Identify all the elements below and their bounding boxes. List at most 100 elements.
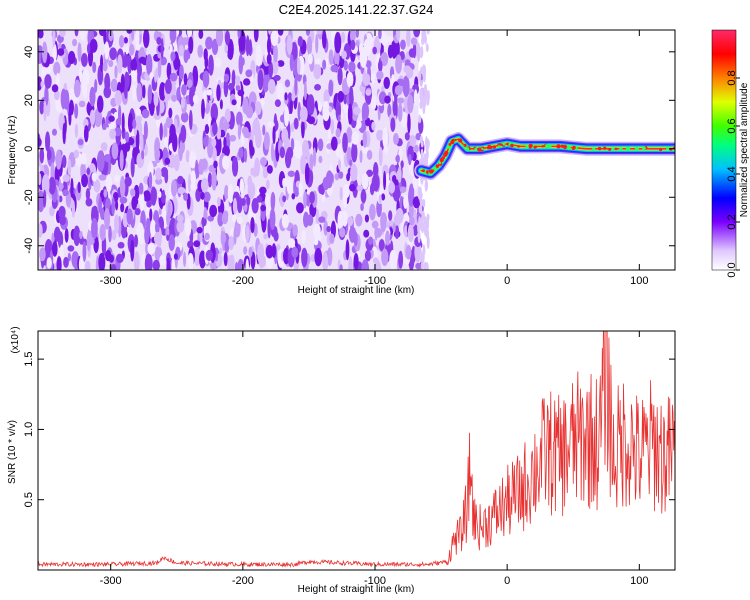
- noise-blob: [330, 64, 339, 73]
- noise-blob: [392, 39, 400, 58]
- noise-blob: [413, 89, 418, 107]
- noise-blob: [105, 249, 112, 262]
- noise-blob: [167, 201, 172, 219]
- chart-title: C2E4.2025.141.22.37.G24: [279, 2, 434, 17]
- noise-blob: [224, 184, 229, 200]
- noise-blob: [142, 190, 151, 202]
- bottom-x-axis-label: Height of straight line (km): [298, 584, 415, 595]
- noise-blob: [339, 264, 343, 270]
- noise-blob: [51, 84, 59, 93]
- signal-speckle: [487, 146, 490, 150]
- noise-blob: [229, 134, 237, 142]
- noise-blob: [111, 196, 115, 216]
- noise-blob: [124, 176, 132, 187]
- signal-speckle: [481, 147, 484, 151]
- noise-blob: [159, 122, 163, 141]
- noise-blob: [59, 30, 66, 37]
- noise-blob: [201, 218, 207, 227]
- noise-blob: [180, 111, 189, 123]
- noise-edge: [423, 30, 427, 41]
- noise-blob: [268, 61, 274, 79]
- noise-blob: [78, 256, 85, 270]
- bottom-x-tick-label: -300: [100, 575, 122, 587]
- noise-blob: [171, 94, 178, 102]
- noise-blob: [305, 30, 311, 36]
- noise-blob: [192, 65, 199, 88]
- noise-blob: [117, 54, 123, 74]
- noise-blob: [188, 109, 193, 131]
- noise-blob: [127, 112, 133, 133]
- noise-blob: [276, 82, 285, 103]
- signal-track: [414, 132, 675, 181]
- signal-speckle: [441, 158, 444, 162]
- noise-blob: [119, 196, 128, 204]
- signal-speckle: [422, 169, 425, 173]
- noise-blob: [361, 85, 365, 97]
- noise-blob: [152, 259, 160, 270]
- noise-blob: [314, 247, 323, 267]
- noise-edge: [423, 216, 427, 228]
- noise-blob: [102, 123, 107, 131]
- noise-blob: [114, 174, 121, 182]
- noise-blob: [131, 69, 137, 82]
- noise-blob: [188, 150, 197, 169]
- noise-blob: [58, 195, 63, 203]
- noise-blob: [40, 80, 44, 88]
- noise-blob: [407, 223, 414, 243]
- noise-edge: [426, 30, 430, 35]
- noise-blob: [329, 233, 335, 245]
- noise-blob: [48, 176, 56, 195]
- noise-blob: [231, 99, 237, 106]
- noise-blob: [279, 146, 285, 159]
- noise-blob: [400, 39, 406, 50]
- noise-blob: [96, 150, 105, 173]
- noise-blob: [197, 44, 204, 58]
- noise-blob: [81, 173, 89, 188]
- noise-blob: [330, 136, 338, 151]
- noise-blob: [291, 193, 296, 200]
- noise-blob: [53, 248, 58, 255]
- noise-blob: [334, 31, 342, 54]
- noise-blob: [135, 30, 140, 50]
- noise-blob: [219, 99, 223, 110]
- noise-blob: [245, 258, 250, 270]
- noise-blob: [201, 98, 205, 120]
- noise-blob: [149, 208, 153, 222]
- noise-blob: [256, 195, 263, 203]
- noise-blob: [153, 91, 159, 107]
- noise-blob: [306, 35, 313, 56]
- noise-blob: [341, 50, 347, 60]
- colorbar-ticks: 0.0 0.2 0.4 0.6 0.8: [726, 70, 740, 278]
- noise-blob: [103, 154, 111, 163]
- noise-blob: [361, 259, 370, 270]
- noise-blob: [210, 103, 219, 122]
- noise-edge: [420, 199, 424, 207]
- noise-blob: [131, 196, 138, 211]
- noise-blob: [114, 65, 118, 79]
- signal-speckle: [566, 145, 571, 151]
- noise-blob: [166, 257, 171, 270]
- noise-blob: [286, 146, 294, 160]
- noise-blob: [89, 109, 96, 126]
- noise-blob: [372, 46, 377, 55]
- noise-blob: [266, 36, 272, 55]
- noise-blob: [132, 57, 137, 71]
- noise-blob: [89, 237, 95, 245]
- signal-speckle: [603, 146, 607, 150]
- noise-blob: [284, 92, 288, 101]
- noise-blob: [312, 147, 317, 167]
- noise-blob: [321, 30, 327, 49]
- noise-blob: [198, 30, 204, 39]
- noise-blob: [255, 127, 262, 149]
- noise-blob: [208, 54, 214, 76]
- noise-blob: [221, 155, 230, 170]
- noise-blob: [238, 147, 244, 159]
- noise-blob: [405, 244, 412, 260]
- noise-blob: [155, 167, 162, 181]
- noise-blob: [138, 56, 147, 64]
- noise-blob: [370, 72, 376, 84]
- noise-blob: [306, 94, 315, 116]
- signal-speckle: [597, 146, 602, 151]
- noise-blob: [130, 239, 135, 262]
- noise-blob: [302, 139, 309, 158]
